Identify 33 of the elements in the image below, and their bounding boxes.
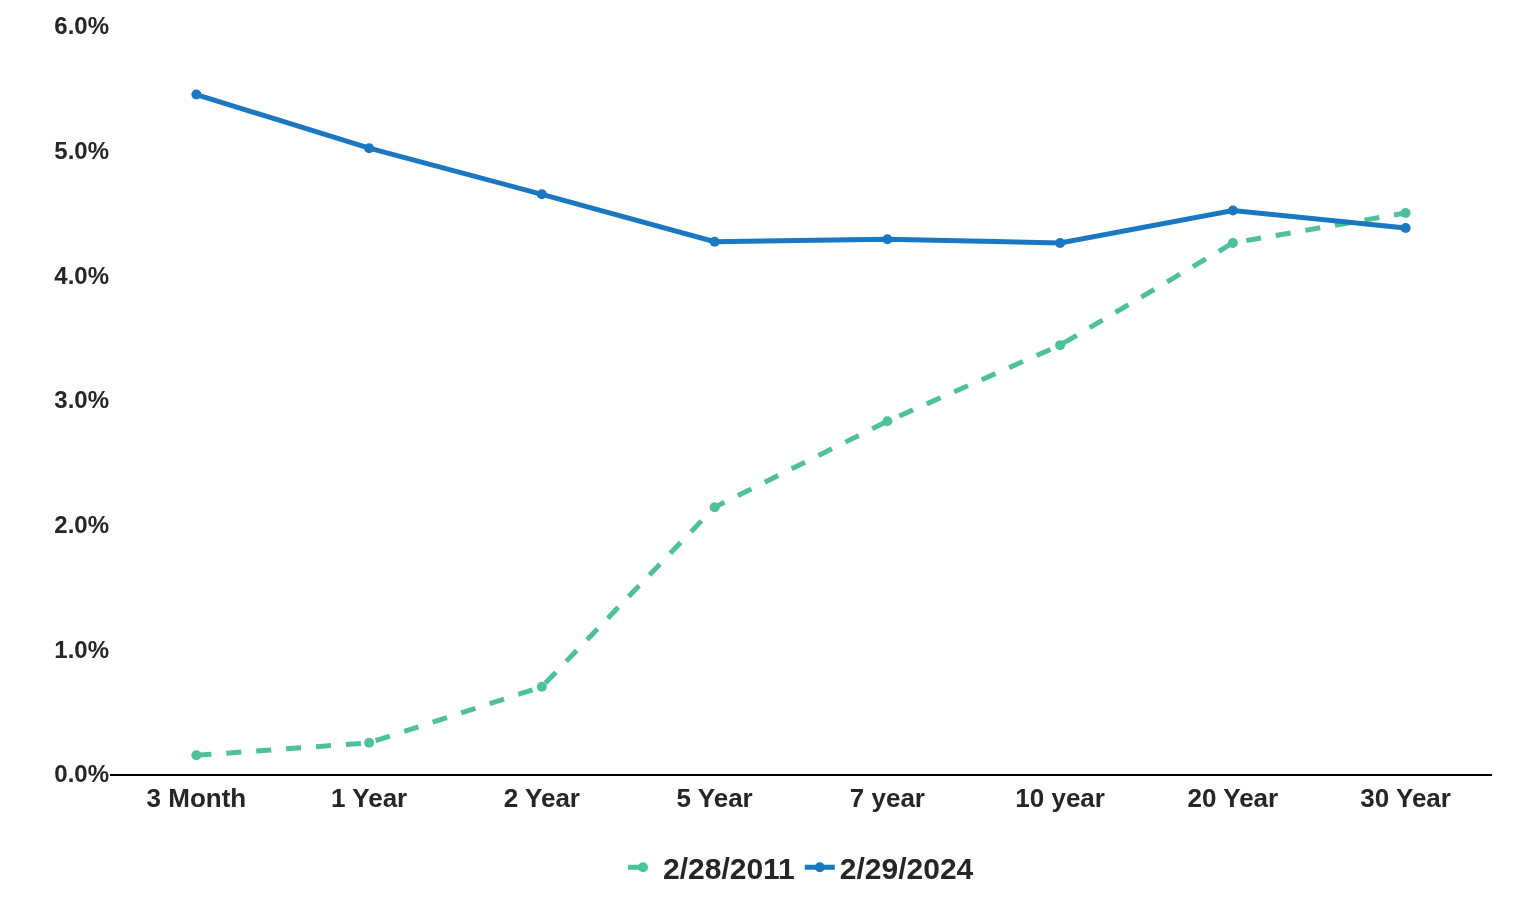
point bbox=[1227, 205, 1238, 216]
point bbox=[191, 750, 202, 761]
y-tick-label: 2.0% bbox=[54, 511, 109, 539]
legend-label: 2/29/2024 bbox=[839, 852, 974, 886]
x-tick-label: 30 Year bbox=[1360, 783, 1451, 814]
point bbox=[364, 143, 375, 154]
point bbox=[536, 681, 547, 692]
y-tick-label: 0.0% bbox=[54, 760, 109, 788]
y-tick-label: 1.0% bbox=[54, 635, 109, 663]
point bbox=[1055, 340, 1066, 351]
x-tick-label: 2 Year bbox=[503, 783, 580, 814]
y-tick-label: 4.0% bbox=[54, 261, 109, 289]
x-tick-label: 1 Year bbox=[331, 783, 408, 814]
point bbox=[882, 234, 893, 245]
point bbox=[1227, 237, 1238, 248]
point bbox=[536, 189, 547, 200]
point bbox=[1400, 208, 1411, 218]
point bbox=[1400, 222, 1411, 233]
point bbox=[709, 502, 720, 513]
x-tick-label: 20 Year bbox=[1187, 783, 1279, 814]
legend-label: 2/28/2011 bbox=[663, 852, 795, 886]
y-tick-label: 5.0% bbox=[54, 137, 109, 165]
point bbox=[364, 737, 375, 748]
point bbox=[882, 416, 893, 427]
x-tick-label: 10 year bbox=[1015, 783, 1105, 814]
x-tick-label: 7 year bbox=[849, 783, 925, 814]
point bbox=[1055, 237, 1066, 248]
y-tick-label: 6.0% bbox=[54, 12, 109, 40]
point bbox=[709, 236, 720, 247]
point bbox=[191, 89, 202, 100]
x-tick-label: 3 Month bbox=[146, 783, 247, 814]
x-tick-label: 5 Year bbox=[676, 783, 753, 814]
y-tick-label: 3.0% bbox=[54, 386, 109, 414]
